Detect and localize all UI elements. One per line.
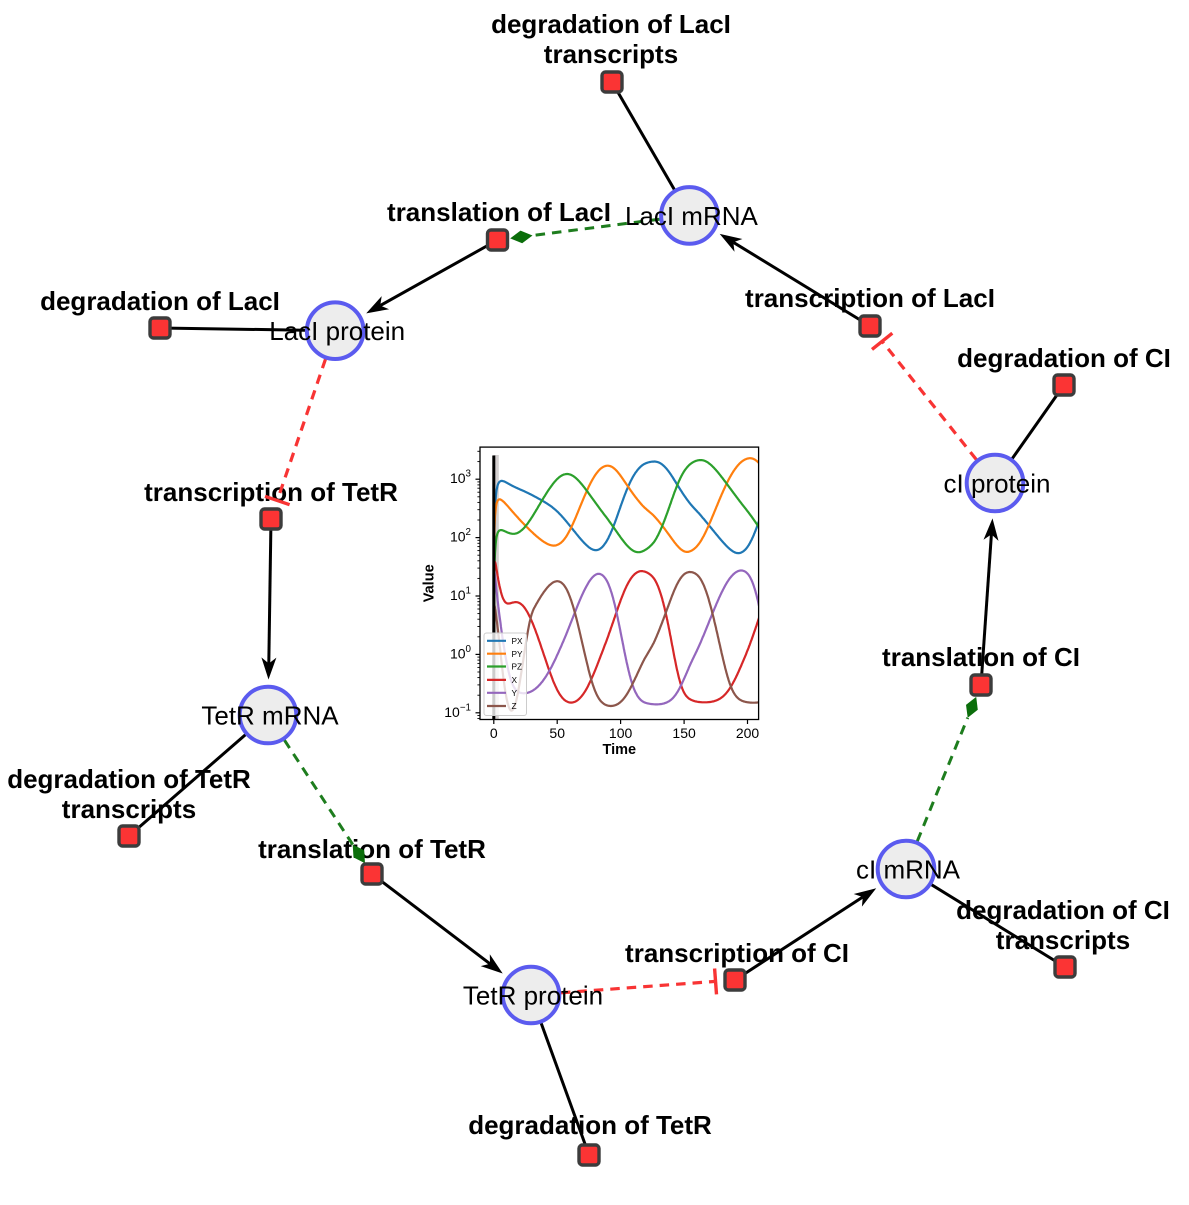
svg-text:150: 150 bbox=[672, 725, 696, 741]
svg-text:X: X bbox=[512, 675, 518, 685]
svg-text:Z: Z bbox=[512, 701, 517, 711]
svg-text:Y: Y bbox=[512, 688, 518, 698]
svg-text:PY: PY bbox=[512, 649, 524, 659]
svg-text:cI mRNA: cI mRNA bbox=[856, 855, 961, 885]
svg-text:0: 0 bbox=[490, 725, 498, 741]
svg-text:TetR protein: TetR protein bbox=[463, 981, 603, 1011]
svg-text:200: 200 bbox=[736, 725, 760, 741]
svg-text:100: 100 bbox=[609, 725, 633, 741]
svg-text:degradation of LacI: degradation of LacI bbox=[491, 9, 731, 39]
svg-text:transcription of CI: transcription of CI bbox=[625, 938, 849, 968]
svg-text:LacI mRNA: LacI mRNA bbox=[625, 201, 759, 231]
svg-text:PX: PX bbox=[512, 636, 524, 646]
svg-text:degradation of TetR: degradation of TetR bbox=[468, 1110, 712, 1140]
svg-text:Value: Value bbox=[422, 564, 438, 602]
svg-text:translation of LacI: translation of LacI bbox=[387, 197, 611, 227]
svg-text:transcripts: transcripts bbox=[544, 39, 678, 69]
svg-text:degradation of TetR: degradation of TetR bbox=[7, 764, 251, 794]
svg-text:50: 50 bbox=[549, 725, 565, 741]
svg-text:degradation of CI: degradation of CI bbox=[956, 895, 1170, 925]
svg-text:degradation of CI: degradation of CI bbox=[957, 343, 1171, 373]
svg-text:degradation of LacI: degradation of LacI bbox=[40, 286, 280, 316]
svg-text:transcripts: transcripts bbox=[996, 925, 1130, 955]
svg-text:PZ: PZ bbox=[512, 662, 523, 672]
svg-text:LacI protein: LacI protein bbox=[269, 316, 405, 346]
svg-text:Time: Time bbox=[603, 742, 637, 758]
svg-text:TetR mRNA: TetR mRNA bbox=[201, 701, 339, 731]
svg-text:translation of TetR: translation of TetR bbox=[258, 834, 486, 864]
svg-text:cI protein: cI protein bbox=[944, 469, 1051, 499]
svg-text:transcripts: transcripts bbox=[62, 794, 196, 824]
svg-text:transcription of LacI: transcription of LacI bbox=[745, 283, 995, 313]
svg-text:transcription of TetR: transcription of TetR bbox=[144, 477, 398, 507]
